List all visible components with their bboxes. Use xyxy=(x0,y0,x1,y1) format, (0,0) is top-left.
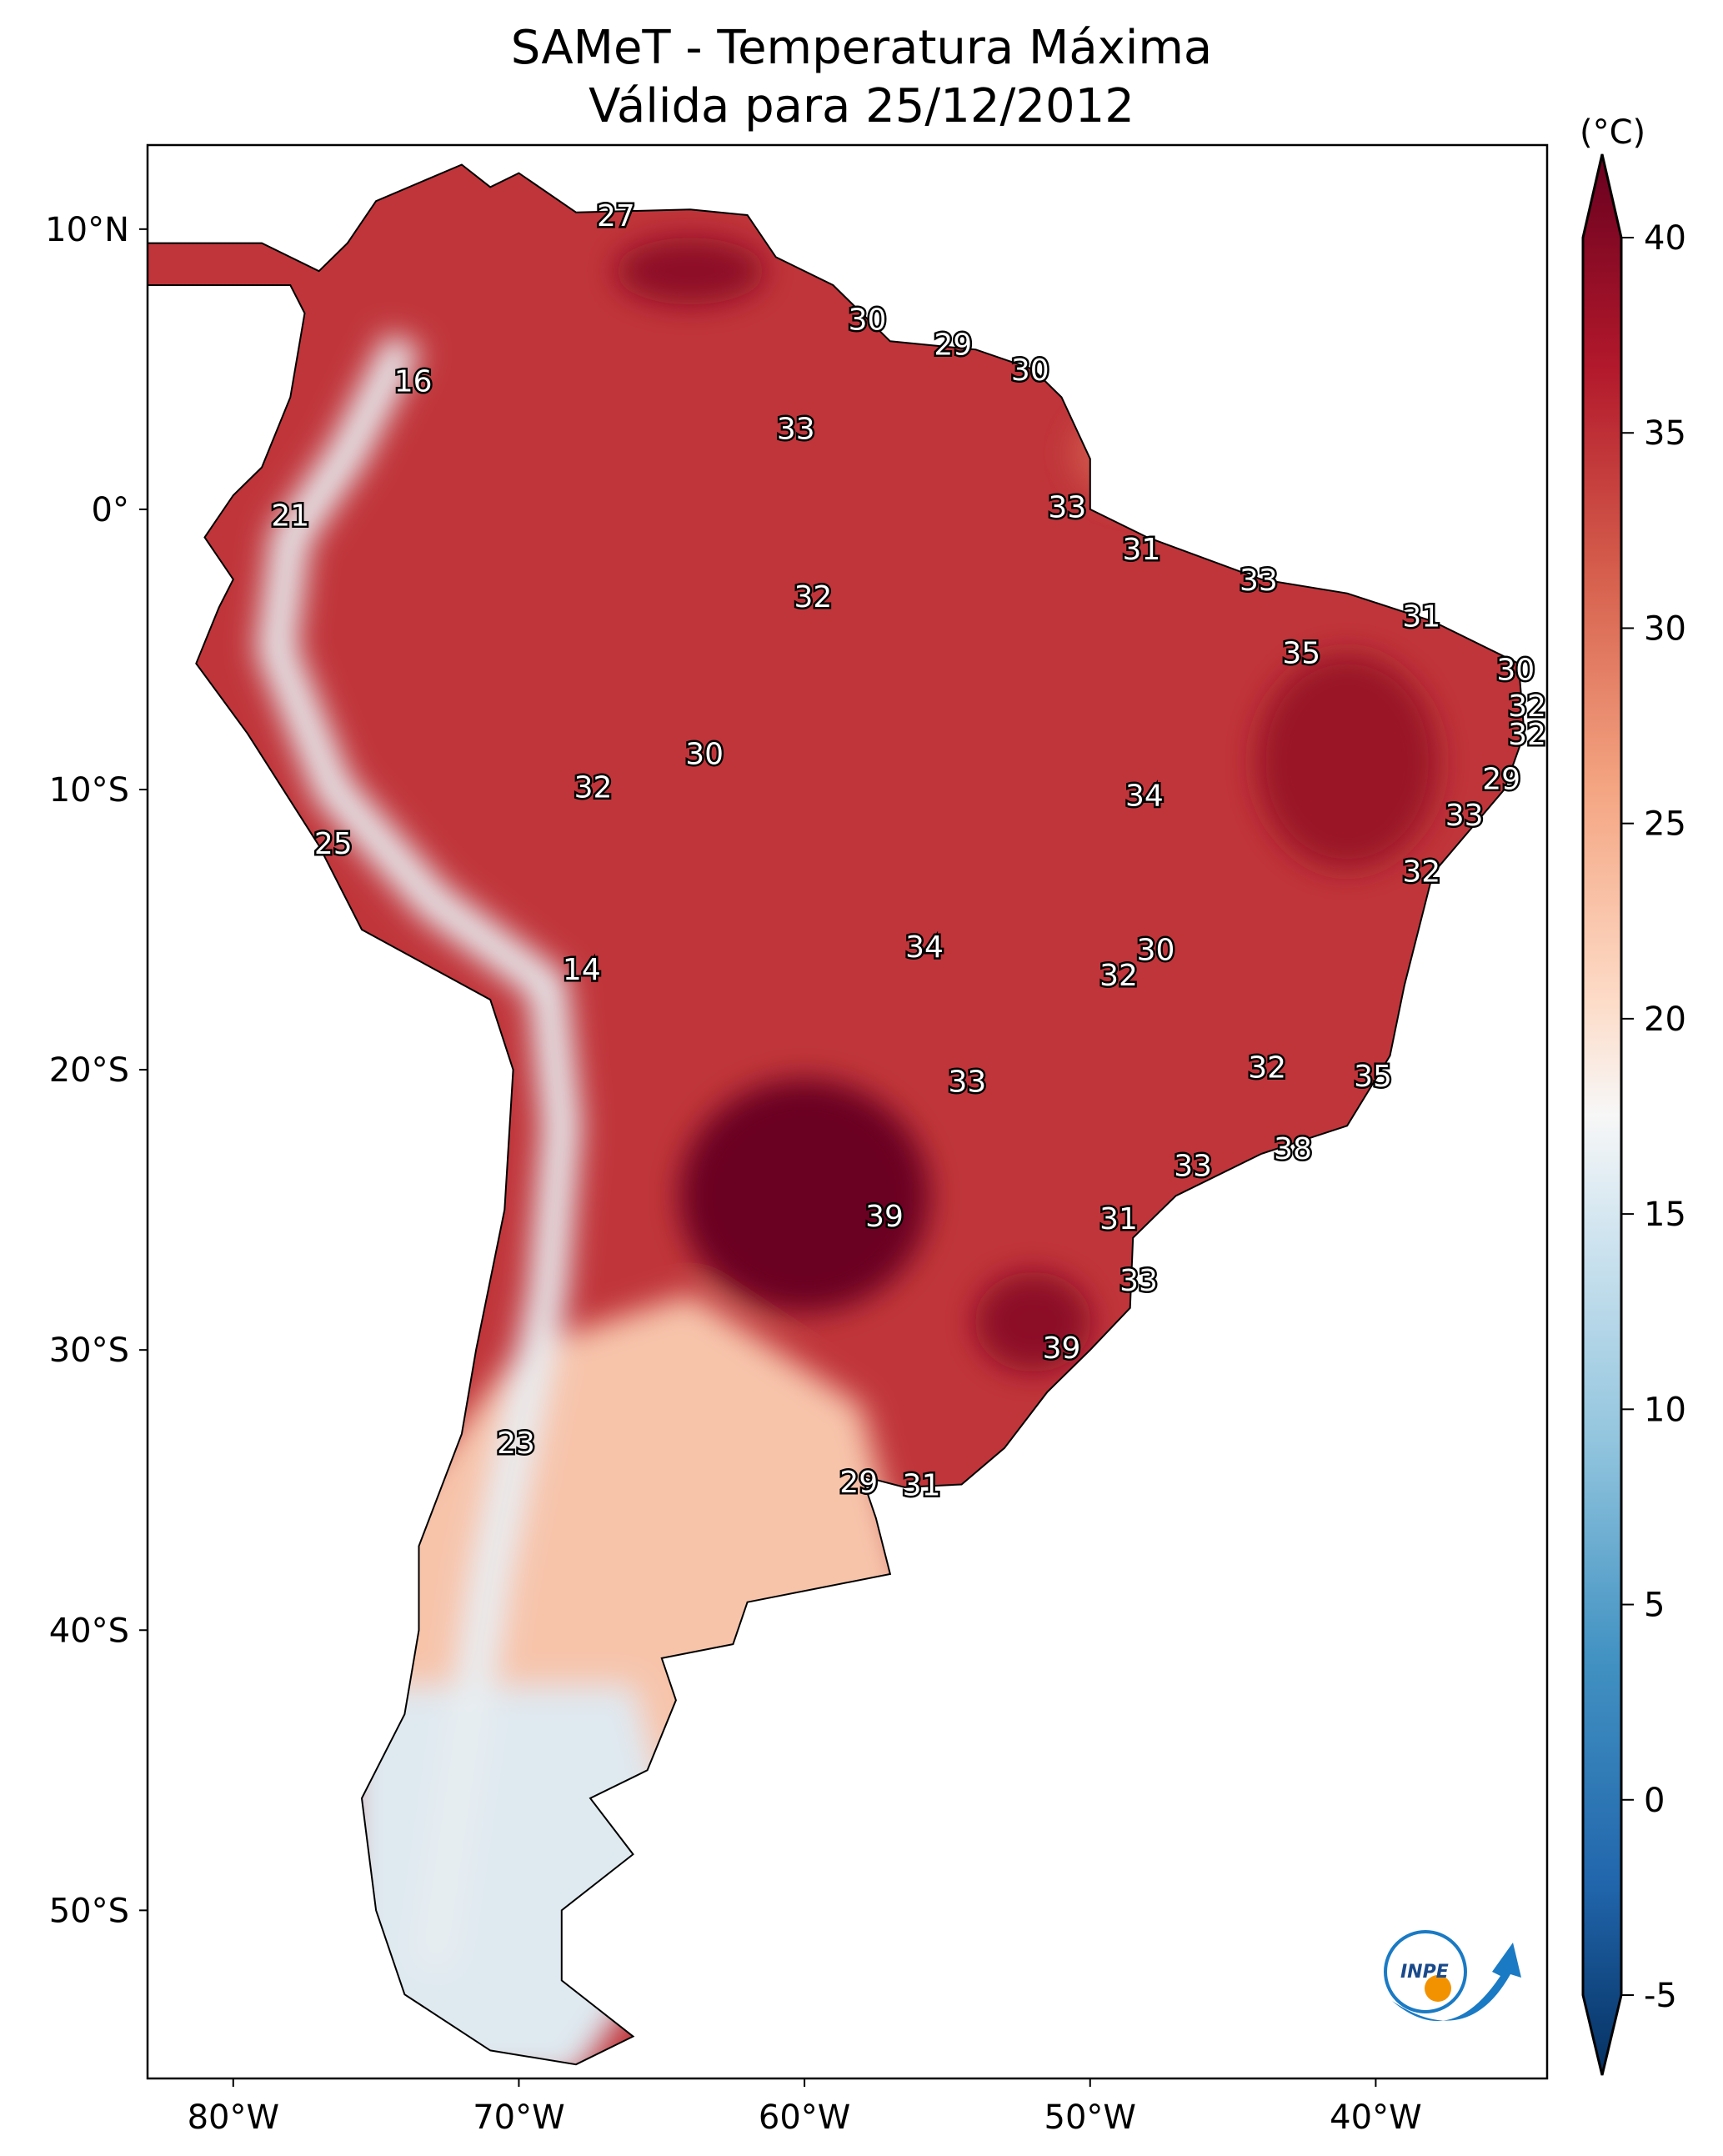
station-label: 32 xyxy=(1508,689,1546,724)
station-label: 35 xyxy=(1282,636,1320,670)
warm-guiana xyxy=(1072,403,1223,504)
colorbar: (°C) 40 35 30 25 20 15 10 5 0 -5 xyxy=(1580,113,1686,2076)
station-label: 14 xyxy=(563,953,601,987)
coastline xyxy=(147,163,1525,2066)
lon-tick-label: 50°W xyxy=(1044,2098,1136,2137)
station-label: 27 xyxy=(597,199,635,233)
station-label: 32 xyxy=(1248,1051,1286,1086)
colorbar-tick-label: 40 xyxy=(1644,219,1686,258)
colorbar-tick-label: 30 xyxy=(1644,609,1686,648)
station-label: 33 xyxy=(777,412,815,446)
lat-tick-label: 10°S xyxy=(49,771,129,810)
station-label: 31 xyxy=(903,1468,941,1502)
hot-spot-chaco xyxy=(679,1079,930,1313)
station-label: 32 xyxy=(1099,959,1138,993)
lon-tick-label: 40°W xyxy=(1330,2098,1421,2137)
station-label: 39 xyxy=(1043,1331,1081,1366)
station-label: 21 xyxy=(271,499,309,534)
station-label: 16 xyxy=(394,364,433,399)
lon-tick-label: 70°W xyxy=(473,2098,564,2137)
colorbar-tick-label: 0 xyxy=(1644,1782,1665,1820)
station-label: 38 xyxy=(1274,1132,1312,1166)
station-label: 32 xyxy=(794,580,832,614)
colorbar-unit: (°C) xyxy=(1580,113,1645,152)
station-label: 29 xyxy=(1482,763,1520,797)
station-label: 29 xyxy=(839,1466,878,1500)
hot-spot-rs xyxy=(974,1271,1092,1372)
station-label: 30 xyxy=(1137,934,1175,968)
lon-tick-label: 60°W xyxy=(759,2098,850,2137)
station-label: 35 xyxy=(1354,1060,1392,1094)
lat-tick-label: 30°S xyxy=(49,1331,129,1370)
colorbar-tick-label: 15 xyxy=(1644,1196,1686,1234)
station-label: 32 xyxy=(1402,855,1440,889)
map-subtitle: Válida para 25/12/2012 xyxy=(589,79,1134,133)
colorbar-tick-label: 35 xyxy=(1644,414,1686,453)
colorbar-bar xyxy=(1581,153,1623,2076)
station-label: 31 xyxy=(1402,600,1440,634)
station-label: 30 xyxy=(1496,653,1535,687)
station-label: 31 xyxy=(1099,1202,1138,1236)
station-label: 25 xyxy=(314,827,353,861)
hot-spot-venezuela xyxy=(615,238,766,305)
station-label: 23 xyxy=(497,1426,535,1461)
andes-cold-band xyxy=(257,333,581,1969)
station-label: 39 xyxy=(865,1200,904,1234)
patagonia-cold xyxy=(347,1686,690,2065)
station-label: 33 xyxy=(949,1065,987,1100)
station-label: 33 xyxy=(1048,491,1086,525)
station-label: 30 xyxy=(1011,353,1049,388)
inpe-logo: INPE xyxy=(1384,1930,1521,2021)
lat-tick-label: 20°S xyxy=(49,1051,129,1090)
lat-tick-label: 50°S xyxy=(49,1892,129,1930)
hot-spot-ne xyxy=(1255,653,1440,870)
station-label: 33 xyxy=(1240,564,1278,598)
axis-ticks: 80°W 70°W 60°W 50°W 40°W 10°N 0° 10°S 20°S 30°S 40… xyxy=(45,211,1421,2137)
map-title: SAMeT - Temperatura Máxima xyxy=(510,21,1213,75)
station-label: 33 xyxy=(1174,1149,1212,1183)
lon-tick-label: 80°W xyxy=(188,2098,279,2137)
temperature-field xyxy=(148,164,1525,2065)
map-frame xyxy=(146,143,1549,2080)
station-label: 34 xyxy=(1125,780,1164,814)
station-label: 33 xyxy=(1119,1264,1158,1298)
station-label: 34 xyxy=(905,930,944,965)
station-label: 32 xyxy=(574,771,613,805)
station-label: 30 xyxy=(849,303,887,337)
station-label: 31 xyxy=(1123,533,1161,567)
colorbar-tick-label: 20 xyxy=(1644,1000,1686,1039)
station-label: 33 xyxy=(1445,799,1484,833)
lat-tick-label: 0° xyxy=(92,491,129,529)
colorbar-tick-label: 25 xyxy=(1644,805,1686,844)
colorbar-tick-label: 5 xyxy=(1644,1587,1665,1625)
logo-text: INPE xyxy=(1400,1962,1449,1983)
colorbar-tick-label: 10 xyxy=(1644,1391,1686,1429)
station-label: 29 xyxy=(934,328,972,363)
colorbar-tick-label: -5 xyxy=(1644,1977,1677,2015)
lat-tick-label: 10°N xyxy=(45,211,129,249)
lat-tick-label: 40°S xyxy=(49,1612,129,1650)
station-label: 32 xyxy=(1508,718,1546,752)
station-label: 30 xyxy=(685,737,724,771)
temperature-blobs xyxy=(257,238,1440,2065)
